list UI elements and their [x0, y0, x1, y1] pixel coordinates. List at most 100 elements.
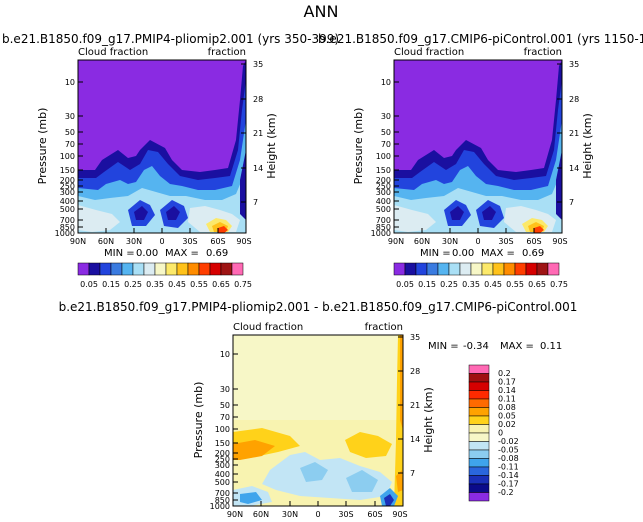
colorbar-cell: [187, 262, 200, 276]
y2-tick-label: 14: [569, 164, 579, 173]
colorbar-cell: [492, 262, 505, 276]
max-label: MAX =: [165, 248, 199, 259]
colorbar: 0.05 0.15 0.25 0.35 0.45 0.55 0.65 0.75: [393, 262, 568, 289]
x-tick: 0: [315, 501, 321, 519]
left-label: Cloud fraction: [233, 322, 303, 333]
colorbar-cell: [547, 262, 560, 276]
x-tick-label: 90S: [552, 237, 567, 246]
contour-band: [233, 440, 275, 460]
x-tick-label: 90N: [227, 510, 243, 519]
x-tick: 0: [475, 228, 481, 246]
y-tick: 70: [220, 413, 238, 422]
x-tick: 30N: [282, 501, 298, 519]
y-tick-label: 700: [215, 489, 230, 498]
y-tick: 1000: [55, 229, 83, 238]
y-tick-label: 300: [215, 461, 230, 470]
y-tick-label: 100: [215, 425, 230, 434]
left-label: Cloud fraction: [78, 47, 148, 58]
panel-pliomip2: b.e21.B1850.f09_g17.PMIP4-pliomip2.001 (…: [2, 32, 339, 289]
x-tick: 30N: [442, 228, 458, 246]
x-tick: 90N: [70, 228, 86, 246]
y-tick-label: 400: [376, 197, 391, 206]
colorbar-cell: [231, 262, 244, 276]
colorbar-cell: [459, 262, 472, 276]
colorbar-cell: [437, 262, 450, 276]
y-tick-label: 500: [60, 205, 75, 214]
colorbar-cell: [536, 262, 549, 276]
y-tick: 250: [215, 455, 238, 464]
y2-tick: 28: [398, 367, 420, 376]
y2-tick-label: 35: [410, 333, 420, 342]
colorbar-label: 0.11: [498, 395, 516, 404]
colorbar-label: 0.05: [80, 280, 98, 289]
x-tick-label: 0: [315, 510, 320, 519]
colorbar-cell: [426, 262, 439, 276]
y-tick: 100: [215, 425, 238, 434]
y2-tick-label: 7: [569, 198, 574, 207]
y2-tick: 14: [241, 164, 263, 173]
y-tick-label: 700: [376, 216, 391, 225]
y-axis: 10 30 50 70 100 150 200 250 300 400 500 …: [55, 78, 83, 238]
y-tick-label: 70: [381, 140, 391, 149]
y-tick-label: 500: [215, 478, 230, 487]
x-tick-label: 60S: [526, 237, 541, 246]
colorbar-label: 0.55: [506, 280, 524, 289]
colorbar-cell: [468, 466, 490, 476]
y-tick-label: 30: [65, 112, 75, 121]
y2-tick-label: 35: [569, 60, 579, 69]
x-tick-label: 30N: [126, 237, 142, 246]
colorbar-label: -0.17: [498, 480, 519, 489]
colorbar-cell: [415, 262, 428, 276]
x-tick-label: 60N: [253, 510, 269, 519]
colorbar-cells: [77, 262, 244, 276]
y2-tick-label: 21: [410, 401, 420, 410]
y-tick-label: 200: [60, 176, 75, 185]
colorbar-label: 0.65: [528, 280, 546, 289]
panel-title: b.e21.B1850.f09_g17.PMIP4-pliomip2.001 -…: [59, 300, 578, 314]
colorbar-cell: [220, 262, 233, 276]
y-tick: 500: [215, 478, 238, 487]
y-tick: 400: [60, 197, 83, 206]
colorbar-label: 0.35: [462, 280, 480, 289]
y-tick-label: 150: [215, 439, 230, 448]
y-tick-label: 50: [220, 401, 230, 410]
colorbar-cell: [503, 262, 516, 276]
x-tick-label: 90S: [236, 237, 251, 246]
colorbar-cell: [481, 262, 494, 276]
x-tick-label: 30S: [498, 237, 513, 246]
colorbar-label: 0.05: [498, 412, 516, 421]
colorbar-label: -0.08: [498, 454, 519, 463]
colorbar-label: 0.25: [440, 280, 458, 289]
colorbar-cell: [468, 407, 490, 417]
colorbar-cell: [468, 424, 490, 434]
y-tick: 400: [376, 197, 399, 206]
y-tick: 700: [376, 216, 399, 225]
colorbar-label: 0.02: [498, 420, 516, 429]
y2-tick: 14: [557, 164, 579, 173]
right-label: fraction: [365, 322, 403, 333]
colorbar: 0.05 0.15 0.25 0.35 0.45 0.55 0.65 0.75: [77, 262, 252, 289]
colorbar-cell: [99, 262, 112, 276]
max-value: 0.69: [206, 248, 228, 259]
colorbar-cell: [514, 262, 527, 276]
y-tick: 50: [65, 128, 83, 137]
min-label: MIN =: [428, 341, 459, 352]
colorbar-label: 0: [498, 429, 503, 438]
left-label: Cloud fraction: [394, 47, 464, 58]
x-tick-label: 60S: [367, 510, 382, 519]
colorbar-label: 0.17: [498, 378, 516, 387]
colorbar-label: 0.14: [498, 386, 516, 395]
colorbar-cell: [121, 262, 134, 276]
colorbar-label: 0.65: [212, 280, 230, 289]
y-tick-label: 850: [376, 223, 391, 232]
y-tick: 100: [60, 152, 83, 161]
y-tick: 850: [215, 496, 238, 505]
y-tick-label: 10: [65, 78, 75, 87]
y-tick-label: 400: [60, 197, 75, 206]
colorbar-cell: [198, 262, 211, 276]
min-max-readout: MIN = -0.34 MAX = 0.11: [428, 341, 562, 352]
y2-axis-label: Height (km): [422, 387, 435, 453]
y2-tick: 14: [398, 435, 420, 444]
y-tick: 30: [220, 385, 238, 394]
min-value: 0.00: [136, 248, 158, 259]
